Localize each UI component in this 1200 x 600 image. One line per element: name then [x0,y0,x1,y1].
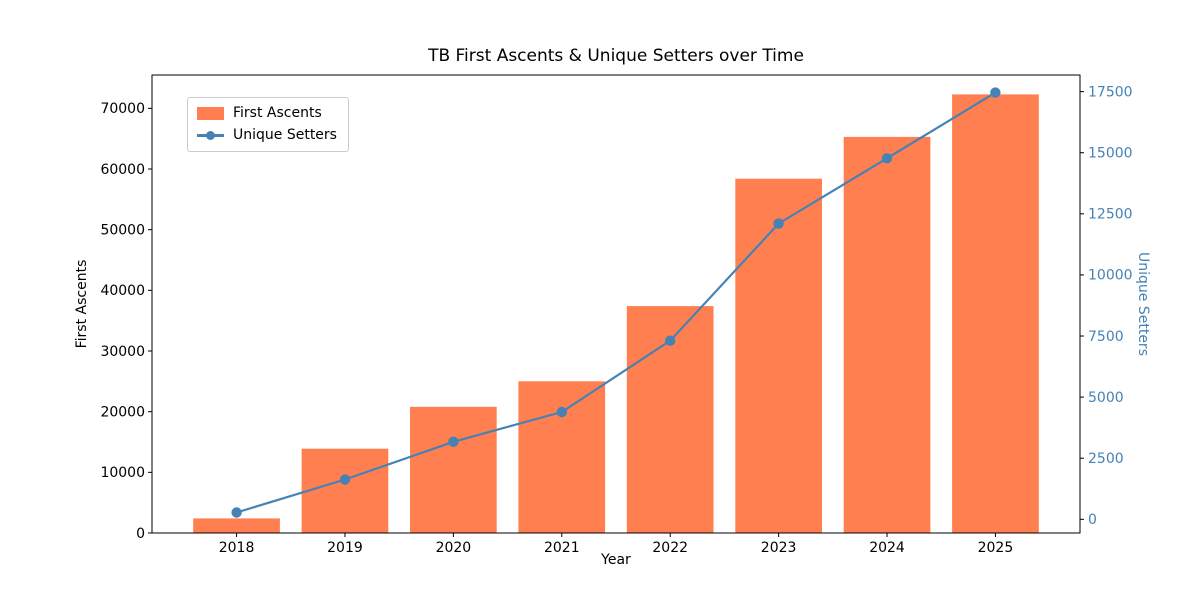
marker-unique-setters-2020 [448,436,459,447]
bar-first-ascents-2021 [518,381,606,533]
y-axis-label-right: Unique Setters [1135,252,1151,356]
y-left-tick-label-20000: 20000 [100,404,145,420]
x-axis-label: Year [601,552,631,568]
x-tick-label-2025: 2025 [978,540,1014,556]
bar-first-ascents-2019 [301,448,389,533]
marker-unique-setters-2021 [556,406,567,418]
y-right-tick-label-17500: 17500 [1088,84,1133,100]
legend: First Ascents Unique Setters [187,97,349,152]
chart-title: TB First Ascents & Unique Setters over T… [428,46,804,66]
y-right-tick-label-7500: 7500 [1088,329,1124,345]
bar-first-ascents-2020 [410,406,497,533]
y-left-tick-label-50000: 50000 [100,222,145,238]
marker-unique-setters-2023 [773,218,784,229]
legend-item-first-ascents: First Ascents [197,105,337,122]
legend-bar-swatch-icon [197,107,224,120]
marker-unique-setters-2018 [231,507,242,518]
bar-first-ascents-2023 [735,178,822,533]
marker-unique-setters-2025 [990,87,1001,98]
bar-first-ascents-2025 [952,94,1039,534]
x-tick-label-2018: 2018 [219,540,255,556]
y-left-tick-label-70000: 70000 [100,101,145,117]
marker-unique-setters-2022 [665,335,676,346]
y-right-tick-label-2500: 2500 [1088,451,1124,467]
y-left-tick-label-60000: 60000 [100,162,145,178]
y-left-tick-label-40000: 40000 [100,283,145,299]
x-tick-label-2022: 2022 [652,540,688,556]
y-left-tick-label-0: 0 [136,526,145,542]
line-unique-setters [236,91,996,514]
marker-unique-setters-2019 [339,474,351,485]
x-tick-label-2024: 2024 [869,540,905,556]
y-right-tick-label-0: 0 [1088,512,1097,528]
x-tick-label-2020: 2020 [436,540,472,556]
x-tick-label-2021: 2021 [544,540,580,556]
x-tick-label-2023: 2023 [761,540,797,556]
y-right-tick-label-15000: 15000 [1088,145,1133,161]
y-right-tick-label-5000: 5000 [1088,390,1124,406]
y-right-tick-label-12500: 12500 [1088,207,1133,223]
y-right-tick-label-10000: 10000 [1088,268,1133,284]
y-axis-label-left: First Ascents [74,259,90,349]
y-left-tick-label-30000: 30000 [100,344,145,360]
y-left-tick-label-10000: 10000 [100,465,145,481]
marker-unique-setters-2024 [881,153,893,164]
legend-label-unique-setters: Unique Setters [233,127,337,143]
bar-first-ascents-2018 [193,518,280,533]
x-tick-label-2019: 2019 [327,540,363,556]
axes-spines [151,74,1081,534]
legend-label-first-ascents: First Ascents [233,105,322,121]
legend-line-swatch-icon [197,129,224,142]
bar-first-ascents-2024 [843,136,931,533]
legend-item-unique-setters: Unique Setters [197,127,337,144]
